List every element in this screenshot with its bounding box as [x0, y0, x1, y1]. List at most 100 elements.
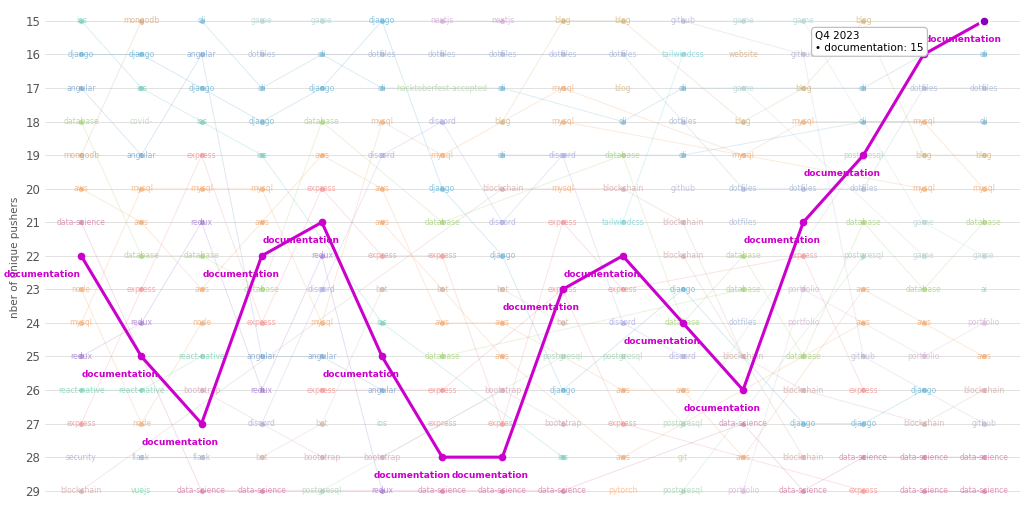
Text: aws: aws — [856, 285, 870, 294]
Text: blog: blog — [855, 16, 871, 25]
Text: express: express — [608, 285, 638, 294]
Text: data-science: data-science — [899, 453, 948, 461]
Text: bot: bot — [376, 285, 388, 294]
Text: dotfiles: dotfiles — [608, 50, 637, 59]
Text: database: database — [304, 117, 340, 126]
Text: blockchain: blockchain — [481, 184, 523, 193]
Text: github: github — [791, 50, 816, 59]
Text: express: express — [186, 151, 216, 160]
Text: blockchain: blockchain — [663, 251, 703, 260]
Text: documentation: documentation — [925, 35, 1001, 44]
Text: game: game — [912, 251, 934, 260]
Text: express: express — [487, 419, 517, 428]
Text: data-science: data-science — [959, 453, 1009, 461]
Text: portfolio: portfolio — [968, 318, 999, 328]
Text: documentation: documentation — [503, 303, 580, 312]
Text: django: django — [910, 386, 937, 394]
Text: database: database — [846, 218, 882, 227]
Text: aws: aws — [314, 151, 330, 160]
Text: data-science: data-science — [238, 486, 286, 495]
Text: dotfiles: dotfiles — [729, 218, 758, 227]
Text: aws: aws — [74, 184, 89, 193]
Text: redux: redux — [190, 218, 213, 227]
Text: express: express — [307, 386, 337, 394]
Text: postgresql: postgresql — [663, 419, 703, 428]
Text: documentation: documentation — [683, 404, 761, 413]
Text: mysql: mysql — [972, 184, 995, 193]
Text: tailwindcss: tailwindcss — [662, 50, 705, 59]
Text: bot: bot — [255, 453, 268, 461]
Text: github: github — [671, 16, 695, 25]
Text: data-science: data-science — [177, 486, 226, 495]
Text: nextjs: nextjs — [431, 16, 454, 25]
Text: portfolio: portfolio — [727, 486, 759, 495]
Text: redux: redux — [311, 251, 333, 260]
Text: bot: bot — [315, 419, 329, 428]
Text: django: django — [850, 419, 877, 428]
Text: game: game — [973, 251, 994, 260]
Text: documentation: documentation — [563, 270, 640, 279]
Text: game: game — [793, 16, 814, 25]
Text: express: express — [247, 318, 276, 328]
Text: mysql: mysql — [250, 184, 273, 193]
Text: bootstrap: bootstrap — [364, 453, 400, 461]
Text: documentation: documentation — [142, 438, 219, 447]
Text: database: database — [424, 218, 460, 227]
Text: mysql: mysql — [310, 318, 334, 328]
Text: aws: aws — [735, 453, 751, 461]
Text: ai: ai — [980, 285, 987, 294]
Text: documentation: documentation — [202, 270, 280, 279]
Text: aws: aws — [495, 318, 510, 328]
Text: cli: cli — [618, 117, 627, 126]
Text: aws: aws — [195, 285, 209, 294]
Text: mysql: mysql — [431, 151, 454, 160]
Text: dotfiles: dotfiles — [970, 83, 998, 93]
Text: discord: discord — [248, 419, 275, 428]
Text: blockchain: blockchain — [964, 386, 1005, 394]
Text: data-science: data-science — [418, 486, 467, 495]
Text: angular: angular — [67, 83, 96, 93]
Text: redux: redux — [71, 352, 92, 361]
Text: ios: ios — [136, 83, 146, 93]
Text: game: game — [311, 16, 333, 25]
Text: cli: cli — [859, 117, 867, 126]
Text: cli: cli — [378, 83, 386, 93]
Text: data-science: data-science — [839, 453, 888, 461]
Text: postgresql: postgresql — [843, 251, 884, 260]
Text: cli: cli — [679, 83, 687, 93]
Text: discord: discord — [549, 151, 577, 160]
Text: bootstrap: bootstrap — [183, 386, 220, 394]
Text: github: github — [851, 352, 876, 361]
Text: bootstrap: bootstrap — [544, 419, 582, 428]
Text: ios: ios — [557, 453, 568, 461]
Text: dotfiles: dotfiles — [428, 50, 457, 59]
Text: postgresql: postgresql — [302, 486, 342, 495]
Text: documentation: documentation — [804, 169, 881, 178]
Text: mysql: mysql — [912, 117, 935, 126]
Text: mysql: mysql — [912, 184, 935, 193]
Text: covid-: covid- — [130, 117, 153, 126]
Text: security: security — [66, 453, 96, 461]
Text: blockchain: blockchain — [723, 352, 764, 361]
Text: express: express — [427, 419, 457, 428]
Text: database: database — [785, 352, 821, 361]
Text: data-science: data-science — [539, 486, 587, 495]
Text: express: express — [307, 184, 337, 193]
Text: blog: blog — [614, 83, 631, 93]
Text: aws: aws — [134, 218, 148, 227]
Text: mysql: mysql — [70, 318, 93, 328]
Text: hacktoberfest-accepted: hacktoberfest-accepted — [396, 83, 487, 93]
Text: portfolio: portfolio — [787, 318, 819, 328]
Text: github: github — [972, 419, 996, 428]
Text: react-native: react-native — [178, 352, 225, 361]
Text: blockchain: blockchain — [60, 486, 101, 495]
Text: documentation: documentation — [743, 236, 820, 245]
Text: express: express — [548, 285, 578, 294]
Text: dotfiles: dotfiles — [669, 117, 697, 126]
Text: database: database — [124, 251, 160, 260]
Text: postgresql: postgresql — [843, 151, 884, 160]
Text: discord: discord — [368, 151, 396, 160]
Text: postgresql: postgresql — [663, 486, 703, 495]
Text: node: node — [72, 285, 91, 294]
Text: redux: redux — [251, 386, 272, 394]
